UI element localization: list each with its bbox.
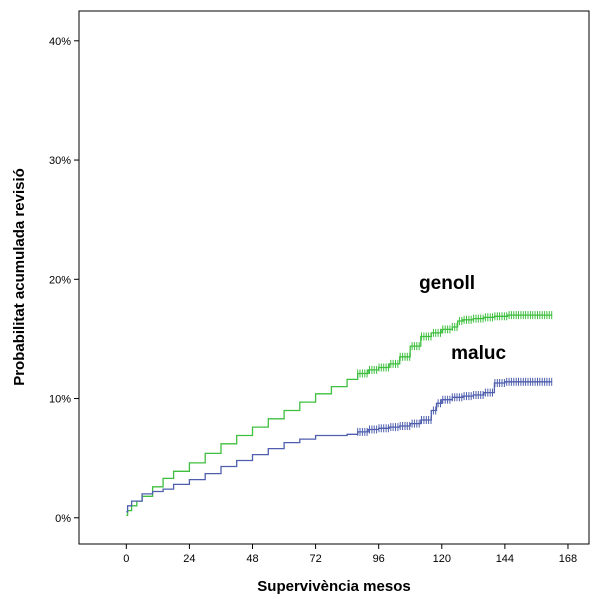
x-tick-label: 24 bbox=[183, 553, 195, 565]
y-tick-label: 0% bbox=[55, 513, 71, 525]
series-label-maluc: maluc bbox=[451, 343, 506, 364]
x-tick-label: 72 bbox=[309, 553, 321, 565]
x-tick-label: 0 bbox=[123, 553, 129, 565]
series-line-genoll bbox=[126, 314, 553, 517]
x-tick-label: 120 bbox=[433, 553, 451, 565]
x-axis: 0 24 48 72 96 120 144 168 bbox=[123, 544, 577, 565]
x-tick-label: 48 bbox=[246, 553, 258, 565]
y-tick-label: 30% bbox=[49, 155, 71, 167]
y-tick-label: 10% bbox=[49, 394, 71, 406]
y-tick-label: 20% bbox=[49, 274, 71, 286]
plot-area bbox=[78, 10, 590, 545]
y-axis: 0% 10% 20% 30% 40% bbox=[49, 36, 79, 525]
series-label-genoll: genoll bbox=[419, 273, 475, 294]
x-tick-label: 96 bbox=[373, 553, 385, 565]
censor-marks-maluc bbox=[357, 377, 553, 436]
y-axis-title: Probabilitat acumulada revisió bbox=[11, 168, 28, 386]
x-tick-label: 168 bbox=[559, 553, 577, 565]
x-axis-title: Supervivència mesos bbox=[257, 578, 410, 595]
series-layer bbox=[126, 311, 553, 517]
y-tick-label: 40% bbox=[49, 36, 71, 48]
censor-marks-genoll bbox=[357, 311, 553, 378]
annotation-layer: genoll maluc bbox=[419, 273, 506, 364]
x-tick-label: 144 bbox=[496, 553, 514, 565]
